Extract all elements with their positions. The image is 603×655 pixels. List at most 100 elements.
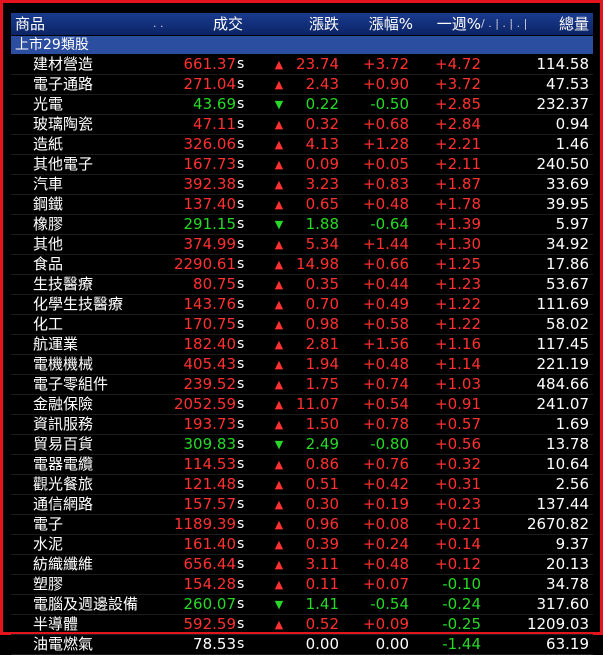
group-row[interactable]: 上市29類股 xyxy=(11,36,593,54)
last-price: 170.75 xyxy=(183,315,237,333)
last-price: 154.28 xyxy=(183,575,237,593)
table-row[interactable]: 水泥 161.40 s ▲ 0.39 +0.24 +0.14 9.37 xyxy=(11,535,593,555)
table-row[interactable]: 生技醫療 80.75 s ▲ 0.35 +0.44 +1.23 53.67 xyxy=(11,275,593,295)
up-arrow-icon: ▲ xyxy=(274,78,284,91)
col-pct-header[interactable]: 漲幅% xyxy=(368,15,413,33)
table-row[interactable]: 玻璃陶瓷 47.11 s ▲ 0.32 +0.68 +2.84 0.94 xyxy=(11,115,593,135)
table-row[interactable]: 金融保險 2052.59 s ▲ 11.07 +0.54 +0.91 241.07 xyxy=(11,395,593,415)
price-change: 0.00 xyxy=(305,635,339,653)
up-arrow-icon: ▲ xyxy=(274,158,284,171)
table-row[interactable]: 化學生技醫療 143.76 s ▲ 0.70 +0.49 +1.22 111.69 xyxy=(11,295,593,315)
col-week-header[interactable]: 一週% xyxy=(436,15,481,33)
week-percent: +3.72 xyxy=(435,75,481,93)
last-price: 271.04 xyxy=(183,75,237,93)
table-row[interactable]: 通信網路 157.57 s ▲ 0.30 +0.19 +0.23 137.44 xyxy=(11,495,593,515)
last-price: 405.43 xyxy=(183,355,237,373)
change-percent: +0.66 xyxy=(363,255,409,273)
last-price: 326.06 xyxy=(183,135,237,153)
week-percent: +1.30 xyxy=(435,235,481,253)
price-suffix: s xyxy=(237,576,245,592)
table-row[interactable]: 貿易百貨 309.83 s ▼ 2.49 -0.80 +0.56 13.78 xyxy=(11,435,593,455)
sector-name: 建材營造 xyxy=(33,55,94,73)
table-row[interactable]: 光電 43.69 s ▼ 0.22 -0.50 +2.85 232.37 xyxy=(11,95,593,115)
table-row[interactable]: 食品 2290.61 s ▲ 14.98 +0.66 +1.25 17.86 xyxy=(11,255,593,275)
change-percent: +0.49 xyxy=(363,295,409,313)
price-suffix: s xyxy=(237,256,245,272)
price-suffix: s xyxy=(237,476,245,492)
col-menu-dots[interactable]: . . xyxy=(153,17,164,30)
change-percent: +3.72 xyxy=(363,55,409,73)
table-row[interactable]: 資訊服務 193.73 s ▲ 1.50 +0.78 +0.57 1.69 xyxy=(11,415,593,435)
table-row[interactable]: 塑膠 154.28 s ▲ 0.11 +0.07 -0.10 34.78 xyxy=(11,575,593,595)
price-change: 0.65 xyxy=(305,195,339,213)
week-percent: +1.22 xyxy=(435,295,481,313)
week-percent: -0.25 xyxy=(442,615,481,633)
col-volume-header[interactable]: 總量 xyxy=(558,15,589,33)
table-row[interactable]: 造紙 326.06 s ▲ 4.13 +1.28 +2.21 1.46 xyxy=(11,135,593,155)
last-price: 291.15 xyxy=(183,215,237,233)
table-row[interactable]: 半導體 592.59 s ▲ 0.52 +0.09 -0.25 1209.03 xyxy=(11,615,593,635)
col-price-header[interactable]: 成交 xyxy=(212,15,243,33)
total-volume: 137.44 xyxy=(536,495,590,513)
col-name-header[interactable]: 商品 xyxy=(15,15,46,33)
week-percent: +1.23 xyxy=(435,275,481,293)
sector-name: 塑膠 xyxy=(33,575,64,593)
table-row[interactable]: 汽車 392.38 s ▲ 3.23 +0.83 +1.87 33.69 xyxy=(11,175,593,195)
change-percent: +0.54 xyxy=(363,395,409,413)
table-row[interactable]: 其他電子 167.73 s ▲ 0.09 +0.05 +2.11 240.50 xyxy=(11,155,593,175)
table-row[interactable]: 航運業 182.40 s ▲ 2.81 +1.56 +1.16 117.45 xyxy=(11,335,593,355)
week-percent: +0.23 xyxy=(435,495,481,513)
change-percent: +1.56 xyxy=(363,335,409,353)
down-arrow-icon: ▼ xyxy=(274,438,284,451)
week-percent: +0.12 xyxy=(435,555,481,573)
col-mini-chart-header[interactable]: / . | . | . | . xyxy=(481,17,528,48)
table-row[interactable]: 觀光餐旅 121.48 s ▲ 0.51 +0.42 +0.31 2.56 xyxy=(11,475,593,495)
table-row[interactable]: 橡膠 291.15 s ▼ 1.88 -0.64 +1.39 5.97 xyxy=(11,215,593,235)
last-price: 392.38 xyxy=(183,175,237,193)
up-arrow-icon: ▲ xyxy=(274,198,284,211)
table-row[interactable]: 其他 374.99 s ▲ 5.34 +1.44 +1.30 34.92 xyxy=(11,235,593,255)
price-change: 1.41 xyxy=(305,595,339,613)
change-percent: +0.09 xyxy=(363,615,409,633)
price-change: 1.50 xyxy=(305,415,339,433)
week-percent: +2.11 xyxy=(435,155,481,173)
col-change-header[interactable]: 漲跌 xyxy=(308,15,339,33)
sector-name: 航運業 xyxy=(33,335,79,353)
up-arrow-icon: ▲ xyxy=(274,478,284,491)
table-row[interactable]: 鋼鐵 137.40 s ▲ 0.65 +0.48 +1.78 39.95 xyxy=(11,195,593,215)
table-row[interactable]: 油電燃氣 78.53 s 0.00 0.00 -1.44 63.19 xyxy=(11,635,593,655)
up-arrow-icon: ▲ xyxy=(274,618,284,631)
last-price: 193.73 xyxy=(183,415,237,433)
total-volume: 1.46 xyxy=(555,135,589,153)
last-price: 143.76 xyxy=(183,295,237,313)
last-price: 161.40 xyxy=(183,535,237,553)
total-volume: 39.95 xyxy=(546,195,589,213)
sector-name: 電機機械 xyxy=(33,355,94,373)
table-row[interactable]: 電子零組件 239.52 s ▲ 1.75 +0.74 +1.03 484.66 xyxy=(11,375,593,395)
table-row[interactable]: 電子通路 271.04 s ▲ 2.43 +0.90 +3.72 47.53 xyxy=(11,75,593,95)
table-row[interactable]: 紡織纖維 656.44 s ▲ 3.11 +0.48 +0.12 20.13 xyxy=(11,555,593,575)
price-suffix: s xyxy=(237,596,245,612)
table-row[interactable]: 電機機械 405.43 s ▲ 1.94 +0.48 +1.14 221.19 xyxy=(11,355,593,375)
price-suffix: s xyxy=(237,116,245,132)
price-change: 3.11 xyxy=(305,555,339,573)
week-percent: +1.03 xyxy=(435,375,481,393)
table-row[interactable]: 化工 170.75 s ▲ 0.98 +0.58 +1.22 58.02 xyxy=(11,315,593,335)
up-arrow-icon: ▲ xyxy=(274,278,284,291)
price-suffix: s xyxy=(237,316,245,332)
total-volume: 232.37 xyxy=(536,95,590,113)
up-arrow-icon: ▲ xyxy=(274,358,284,371)
change-percent: +0.48 xyxy=(363,555,409,573)
sector-name: 其他 xyxy=(33,235,64,253)
week-percent: +2.84 xyxy=(435,115,481,133)
table-row[interactable]: 電器電纜 114.53 s ▲ 0.86 +0.76 +0.32 10.64 xyxy=(11,455,593,475)
table-row[interactable]: 電子 1189.39 s ▲ 0.96 +0.08 +0.21 2670.82 xyxy=(11,515,593,535)
last-price: 114.53 xyxy=(183,455,237,473)
table-row[interactable]: 建材營造 661.37 s ▲ 23.74 +3.72 +4.72 114.58 xyxy=(11,55,593,75)
up-arrow-icon: ▲ xyxy=(274,118,284,131)
up-arrow-icon: ▲ xyxy=(274,298,284,311)
table-row[interactable]: 電腦及週邊設備 260.07 s ▼ 1.41 -0.54 -0.24 317.60 xyxy=(11,595,593,615)
total-volume: 2670.82 xyxy=(526,515,589,533)
total-volume: 1209.03 xyxy=(526,615,589,633)
last-price: 78.53 xyxy=(193,635,236,653)
